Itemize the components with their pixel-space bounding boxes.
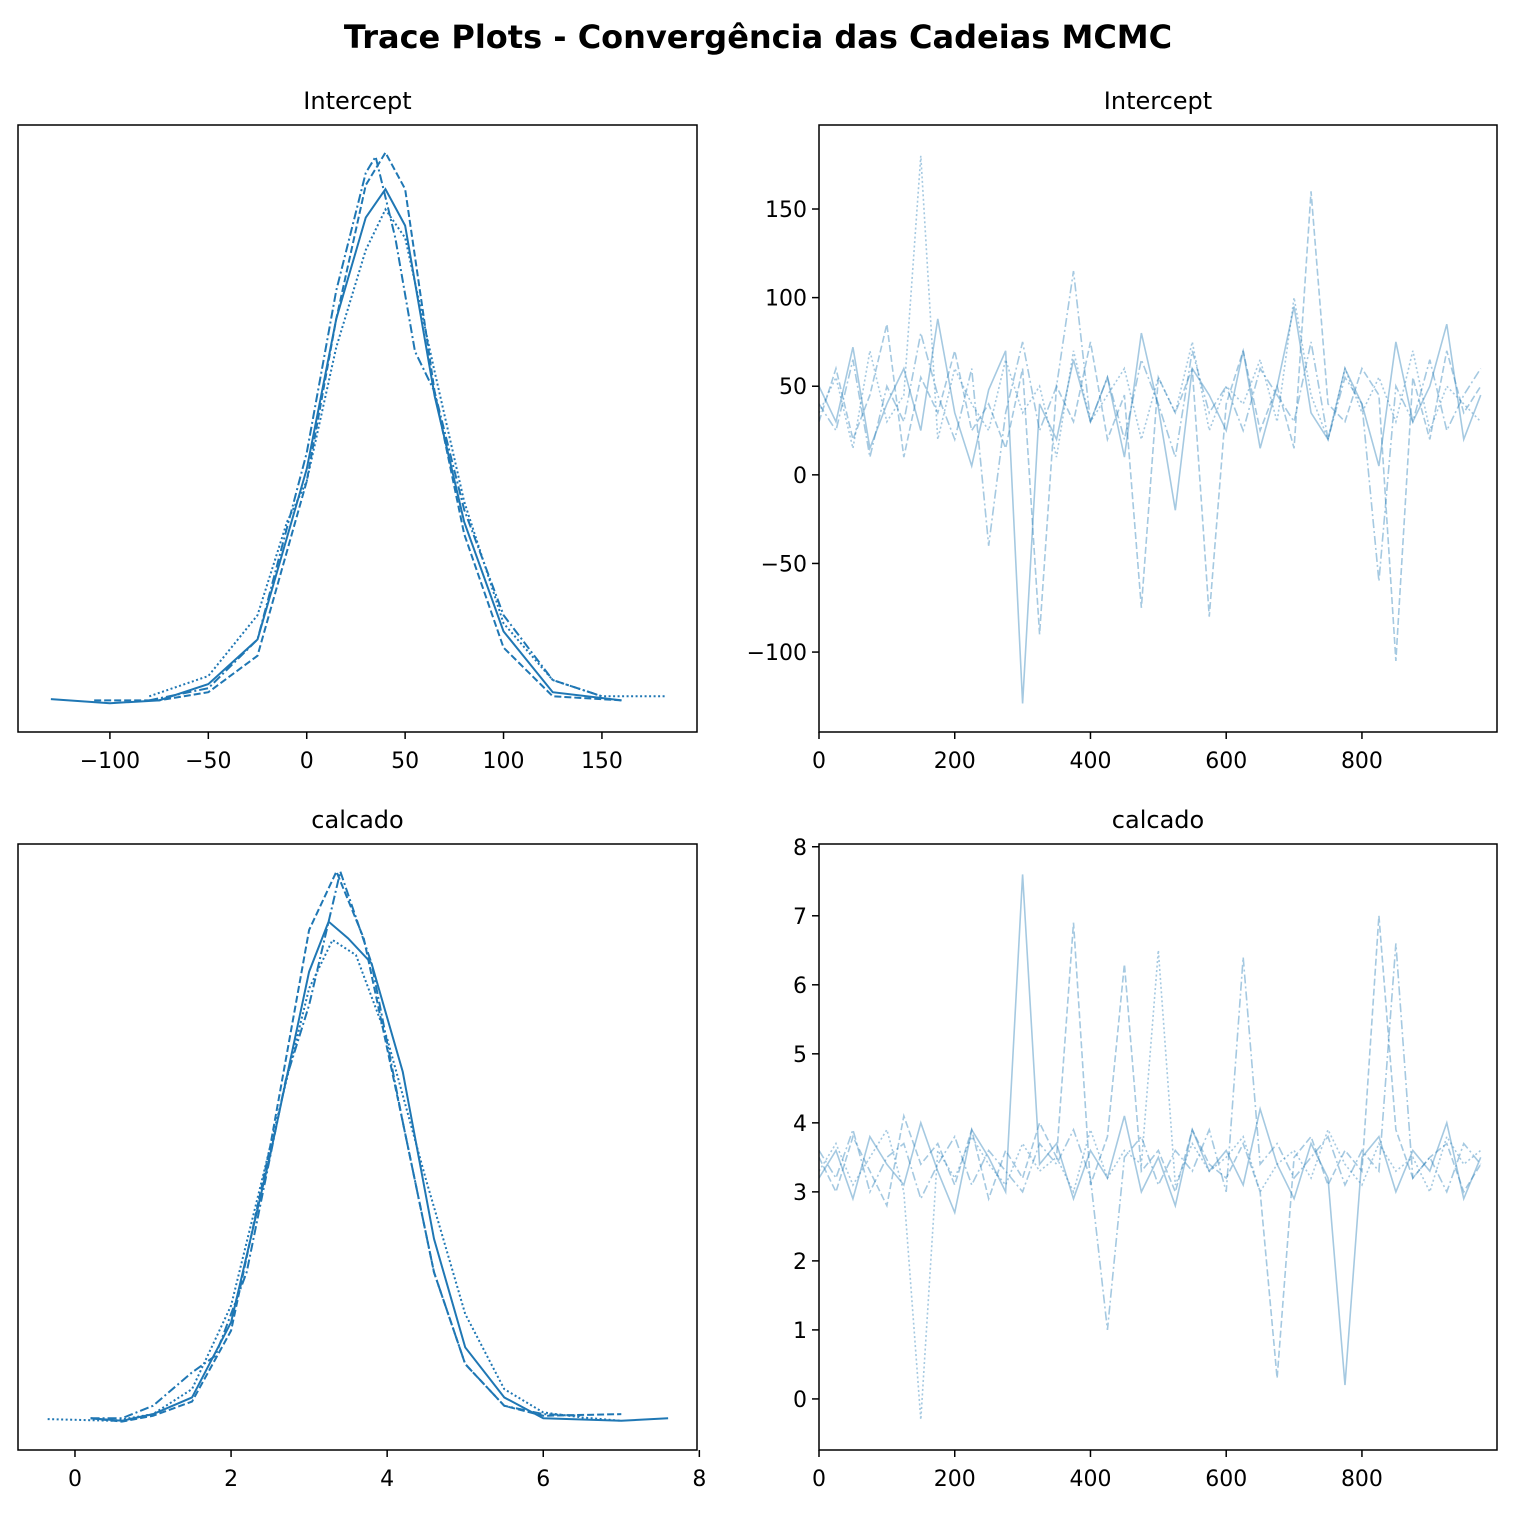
x-tick-label: 800: [1341, 1467, 1383, 1492]
chain-line: [90, 867, 583, 1420]
axes-frame: [17, 843, 698, 1451]
axes-title: calcado: [311, 806, 403, 834]
x-tick-label: −50: [185, 749, 231, 774]
x-tick-label: 50: [391, 749, 419, 774]
y-tick-label: 0: [793, 464, 807, 489]
y-tick-label: 2: [793, 1250, 807, 1275]
chain-line: [819, 943, 1482, 1330]
chain-line: [94, 150, 622, 702]
x-tick-label: 400: [1069, 749, 1111, 774]
x-tick-label: 8: [692, 1467, 706, 1492]
x-tick-label: 150: [581, 749, 623, 774]
chain-line: [819, 155, 1482, 458]
chain-line: [148, 207, 665, 698]
chain-line: [819, 874, 1482, 1386]
chain-line: [819, 191, 1482, 661]
y-tick-label: 7: [793, 905, 807, 930]
x-tick-label: 100: [483, 749, 525, 774]
chain-line: [819, 270, 1482, 582]
x-tick-label: 4: [380, 1467, 394, 1492]
x-tick-label: −100: [80, 749, 140, 774]
chain-line: [149, 154, 603, 702]
y-tick-label: 8: [793, 836, 807, 861]
axes-frame: [818, 124, 1498, 733]
y-tick-label: 0: [793, 1388, 807, 1413]
x-tick-label: 800: [1341, 749, 1383, 774]
chain-line: [90, 919, 669, 1422]
y-tick-label: 5: [793, 1043, 807, 1068]
chain-line: [50, 187, 622, 705]
y-tick-label: 50: [779, 375, 807, 400]
y-tick-label: 6: [793, 974, 807, 999]
x-tick-label: 0: [300, 749, 314, 774]
y-tick-label: −50: [761, 552, 807, 577]
x-tick-label: 600: [1205, 1467, 1247, 1492]
chain-line: [819, 950, 1482, 1420]
y-tick-label: 3: [793, 1181, 807, 1206]
y-tick-label: −100: [747, 641, 807, 666]
axes-title: calcado: [1112, 806, 1204, 834]
axes-title: Intercept: [1104, 87, 1212, 115]
x-tick-label: 600: [1205, 749, 1247, 774]
x-tick-label: 2: [224, 1467, 238, 1492]
chain-line: [47, 938, 622, 1422]
x-tick-label: 400: [1069, 1467, 1111, 1492]
chain-line: [819, 306, 1482, 704]
y-tick-label: 150: [765, 198, 807, 223]
figure-title: Trace Plots - Convergência das Cadeias M…: [344, 18, 1172, 56]
x-tick-label: 200: [934, 749, 976, 774]
x-tick-label: 0: [812, 749, 826, 774]
x-tick-label: 0: [68, 1467, 82, 1492]
axes-title: Intercept: [303, 87, 411, 115]
y-tick-label: 4: [793, 1112, 807, 1137]
x-tick-label: 6: [536, 1467, 550, 1492]
y-tick-label: 100: [765, 287, 807, 312]
axes-frame: [17, 124, 698, 733]
x-tick-label: 200: [934, 1467, 976, 1492]
y-tick-label: 1: [793, 1319, 807, 1344]
chain-line: [819, 915, 1482, 1379]
x-tick-label: 0: [812, 1467, 826, 1492]
axes-frame: [818, 843, 1498, 1451]
